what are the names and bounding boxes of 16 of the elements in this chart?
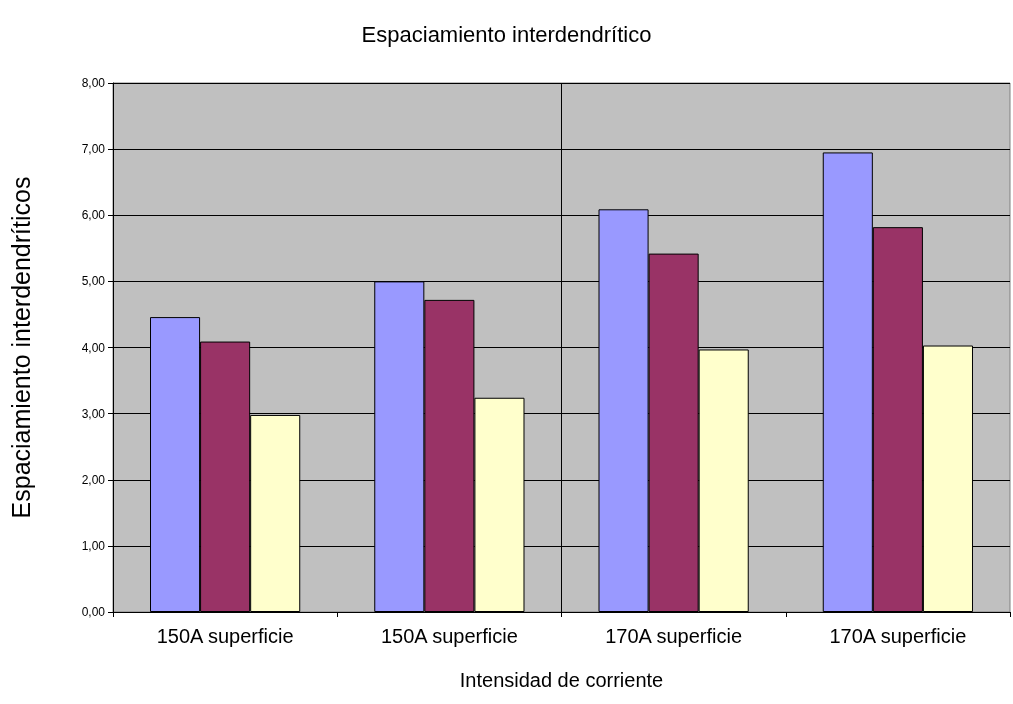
chart-title: Espaciamiento interdendrítico bbox=[361, 21, 652, 47]
x-tick-label: 170A superficie bbox=[829, 625, 967, 647]
x-tick-label: 170A superficie bbox=[605, 625, 743, 647]
x-tick-label: 150A superficie bbox=[156, 625, 294, 647]
y-tick-label: 2,00 bbox=[81, 472, 106, 487]
y-tick-label: 3,00 bbox=[81, 406, 106, 421]
y-tick-label: 0,00 bbox=[81, 605, 106, 619]
y-tick-label: 8,00 bbox=[81, 76, 106, 90]
y-tick-label: 5,00 bbox=[81, 274, 106, 289]
y-tick-label: 1,00 bbox=[81, 538, 106, 553]
x-axis-title: Intensidad de corriente bbox=[459, 669, 664, 691]
y-tick-label: 6,00 bbox=[81, 208, 106, 223]
y-tick-label: 7,00 bbox=[81, 142, 106, 157]
x-tick-label: 150A superficie bbox=[380, 625, 518, 647]
y-axis-title: Espaciamiento interdendríticos bbox=[6, 176, 35, 519]
y-tick-label: 4,00 bbox=[81, 340, 106, 355]
